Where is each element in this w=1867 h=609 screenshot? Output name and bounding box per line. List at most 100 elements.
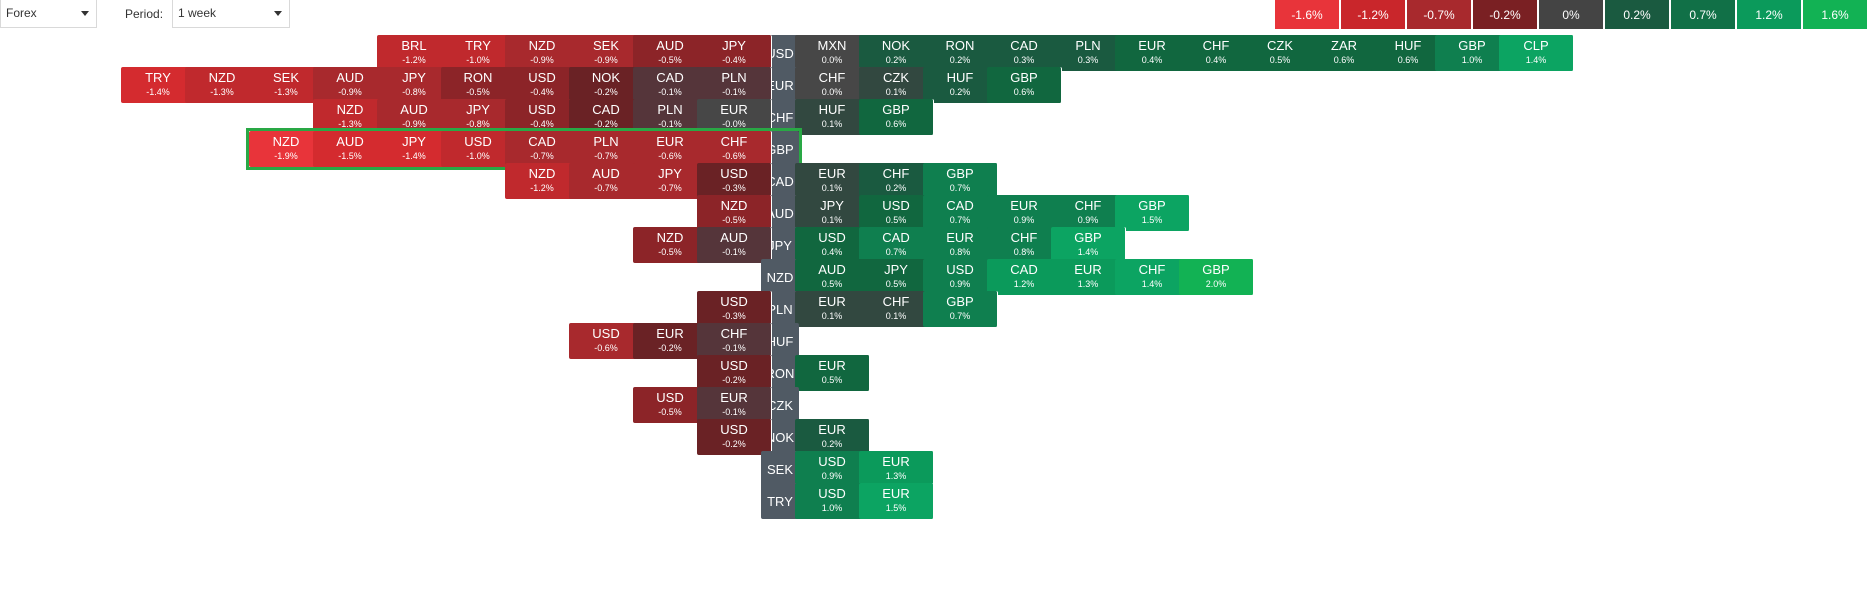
market-select[interactable]: Forex bbox=[0, 0, 97, 28]
pair-tile[interactable]: CLP 1.4% bbox=[1499, 35, 1574, 71]
legend-cell[interactable]: 1.2% bbox=[1737, 0, 1801, 29]
pair-tile[interactable]: RON 0.2% bbox=[923, 35, 998, 71]
pair-tile[interactable]: USD 0.9% bbox=[795, 451, 870, 487]
pair-tile[interactable]: AUD -0.1% bbox=[697, 227, 772, 263]
pair-tile[interactable]: EUR 0.5% bbox=[795, 355, 870, 391]
base-currency-label[interactable]: NZD bbox=[761, 259, 799, 295]
legend-cell[interactable]: -1.6% bbox=[1275, 0, 1339, 29]
pair-tile[interactable]: EUR -0.0% bbox=[697, 99, 772, 135]
pair-tile[interactable]: BRL -1.2% bbox=[377, 35, 452, 71]
pair-tile[interactable]: USD -0.2% bbox=[697, 419, 772, 455]
pair-tile[interactable]: MXN 0.0% bbox=[795, 35, 870, 71]
pair-tile[interactable]: RON -0.5% bbox=[441, 67, 516, 103]
legend-cell[interactable]: 0.7% bbox=[1671, 0, 1735, 29]
pair-tile[interactable]: NOK 0.2% bbox=[859, 35, 934, 71]
pair-tile[interactable]: USD -0.3% bbox=[697, 163, 772, 199]
pair-tile[interactable]: CAD -0.1% bbox=[633, 67, 708, 103]
pair-tile[interactable]: AUD -0.7% bbox=[569, 163, 644, 199]
pair-tile[interactable]: EUR 0.1% bbox=[795, 163, 870, 199]
base-currency-label[interactable]: SEK bbox=[761, 451, 799, 487]
pair-tile[interactable]: GBP 0.7% bbox=[923, 291, 998, 327]
pair-tile[interactable]: USD 1.0% bbox=[795, 483, 870, 519]
pair-tile[interactable]: CHF 0.2% bbox=[859, 163, 934, 199]
pair-tile[interactable]: CHF 0.4% bbox=[1179, 35, 1254, 71]
pair-tile[interactable]: EUR 1.3% bbox=[1051, 259, 1126, 295]
pair-tile[interactable]: USD -0.4% bbox=[505, 67, 580, 103]
pair-tile[interactable]: USD 0.9% bbox=[923, 259, 998, 295]
pair-tile[interactable]: CHF 0.1% bbox=[859, 291, 934, 327]
pair-tile[interactable]: EUR -0.2% bbox=[633, 323, 708, 359]
pair-tile[interactable]: JPY 0.5% bbox=[859, 259, 934, 295]
pair-tile[interactable]: ZAR 0.6% bbox=[1307, 35, 1382, 71]
pair-tile[interactable]: AUD -0.5% bbox=[633, 35, 708, 71]
pair-tile[interactable]: PLN -0.7% bbox=[569, 131, 644, 167]
pair-currency: EUR bbox=[818, 422, 846, 437]
pair-tile[interactable]: EUR 0.1% bbox=[795, 291, 870, 327]
pair-tile[interactable]: GBP 0.6% bbox=[859, 99, 934, 135]
pair-tile[interactable]: HUF 0.2% bbox=[923, 67, 998, 103]
pair-tile[interactable]: EUR 1.5% bbox=[859, 483, 934, 519]
pair-tile[interactable]: NZD -0.9% bbox=[505, 35, 580, 71]
pair-tile[interactable]: USD -0.6% bbox=[569, 323, 644, 359]
pair-tile[interactable]: EUR 1.3% bbox=[859, 451, 934, 487]
legend-cell[interactable]: -0.2% bbox=[1473, 0, 1537, 29]
pair-tile[interactable]: GBP 1.4% bbox=[1051, 227, 1126, 263]
pair-tile[interactable]: USD -0.3% bbox=[697, 291, 772, 327]
pair-tile[interactable]: EUR -0.1% bbox=[697, 387, 772, 423]
pair-tile[interactable]: SEK -0.9% bbox=[569, 35, 644, 71]
pair-change: -0.7% bbox=[594, 151, 618, 161]
pair-tile[interactable]: USD -1.0% bbox=[441, 131, 516, 167]
pair-currency: USD bbox=[528, 70, 556, 85]
pair-tile[interactable]: PLN 0.3% bbox=[1051, 35, 1126, 71]
pair-tile[interactable]: PLN -0.1% bbox=[697, 67, 772, 103]
pair-tile[interactable]: CHF 0.8% bbox=[987, 227, 1062, 263]
pair-tile[interactable]: CHF 0.9% bbox=[1051, 195, 1126, 231]
pair-tile[interactable]: EUR 0.8% bbox=[923, 227, 998, 263]
legend-cell[interactable]: 0% bbox=[1539, 0, 1603, 29]
pair-tile[interactable]: NZD -0.5% bbox=[633, 227, 708, 263]
base-currency-label[interactable]: TRY bbox=[761, 483, 799, 519]
pair-tile[interactable]: JPY -1.4% bbox=[377, 131, 452, 167]
pair-tile[interactable]: CZK 0.1% bbox=[859, 67, 934, 103]
pair-tile[interactable]: AUD 0.5% bbox=[795, 259, 870, 295]
pair-tile[interactable]: NZD -1.9% bbox=[249, 131, 324, 167]
pair-tile[interactable]: EUR 0.4% bbox=[1115, 35, 1190, 71]
pair-tile[interactable]: EUR 0.2% bbox=[795, 419, 870, 455]
pair-tile[interactable]: TRY -1.4% bbox=[121, 67, 196, 103]
pair-tile[interactable]: CAD -0.7% bbox=[505, 131, 580, 167]
pair-tile[interactable]: JPY -0.8% bbox=[377, 67, 452, 103]
pair-tile[interactable]: CAD 0.7% bbox=[923, 195, 998, 231]
pair-tile[interactable]: GBP 0.6% bbox=[987, 67, 1062, 103]
pair-tile[interactable]: AUD -0.9% bbox=[313, 67, 388, 103]
legend-cell[interactable]: -1.2% bbox=[1341, 0, 1405, 29]
pair-tile[interactable]: CHF -0.1% bbox=[697, 323, 772, 359]
pair-tile[interactable]: CAD 0.3% bbox=[987, 35, 1062, 71]
pair-tile[interactable]: GBP 0.7% bbox=[923, 163, 998, 199]
legend-cell[interactable]: -0.7% bbox=[1407, 0, 1471, 29]
pair-tile[interactable]: NZD -0.5% bbox=[697, 195, 772, 231]
pair-tile[interactable]: CHF 0.0% bbox=[795, 67, 870, 103]
pair-tile[interactable]: USD -0.5% bbox=[633, 387, 708, 423]
pair-tile[interactable]: HUF 0.6% bbox=[1371, 35, 1446, 71]
pair-tile[interactable]: TRY -1.0% bbox=[441, 35, 516, 71]
pair-tile[interactable]: CHF -0.6% bbox=[697, 131, 772, 167]
pair-tile[interactable]: NZD -1.2% bbox=[505, 163, 580, 199]
pair-tile[interactable]: CHF 1.4% bbox=[1115, 259, 1190, 295]
pair-tile[interactable]: GBP 2.0% bbox=[1179, 259, 1254, 295]
pair-tile[interactable]: JPY -0.4% bbox=[697, 35, 772, 71]
pair-change: 0.7% bbox=[949, 215, 971, 225]
pair-tile[interactable]: CAD 1.2% bbox=[987, 259, 1062, 295]
period-select[interactable]: 1 week bbox=[172, 0, 290, 28]
pair-tile[interactable]: HUF 0.1% bbox=[795, 99, 870, 135]
pair-tile[interactable]: SEK -1.3% bbox=[249, 67, 324, 103]
pair-tile[interactable]: CZK 0.5% bbox=[1243, 35, 1318, 71]
pair-tile[interactable]: USD 0.4% bbox=[795, 227, 870, 263]
pair-tile[interactable]: CAD 0.7% bbox=[859, 227, 934, 263]
legend-cell[interactable]: 1.6% bbox=[1803, 0, 1867, 29]
pair-tile[interactable]: GBP 1.5% bbox=[1115, 195, 1190, 231]
pair-tile[interactable]: USD 0.5% bbox=[859, 195, 934, 231]
legend-cell[interactable]: 0.2% bbox=[1605, 0, 1669, 29]
pair-tile[interactable]: AUD -1.5% bbox=[313, 131, 388, 167]
pair-tile[interactable]: NZD -1.3% bbox=[185, 67, 260, 103]
pair-tile[interactable]: USD -0.2% bbox=[697, 355, 772, 391]
